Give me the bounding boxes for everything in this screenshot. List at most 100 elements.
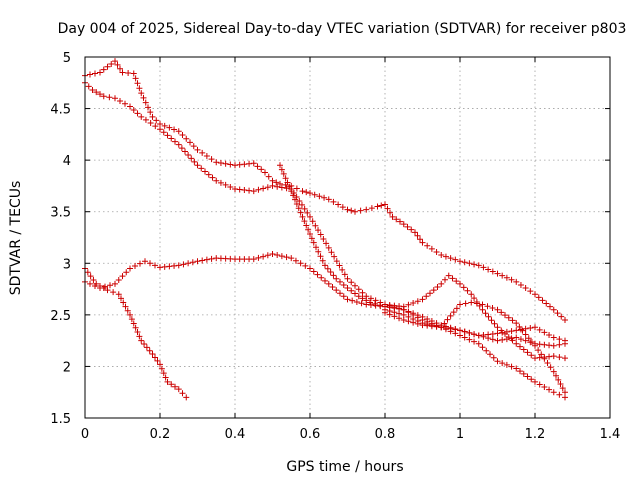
data-point xyxy=(447,325,454,332)
data-point xyxy=(485,313,492,320)
data-point xyxy=(414,298,421,305)
data-point xyxy=(372,300,378,307)
data-point xyxy=(114,61,121,68)
series-sat-a xyxy=(82,58,568,324)
data-point xyxy=(499,272,506,279)
data-point xyxy=(348,207,355,214)
data-point xyxy=(553,372,559,379)
data-point xyxy=(330,272,337,279)
data-point xyxy=(134,80,141,87)
data-point xyxy=(499,329,506,336)
data-point xyxy=(557,380,564,387)
data-point xyxy=(194,146,201,153)
data-point xyxy=(452,256,459,263)
data-point xyxy=(352,208,358,215)
data-point xyxy=(363,206,370,213)
data-point xyxy=(269,177,276,184)
data-point xyxy=(438,280,445,287)
data-point xyxy=(400,221,407,228)
data-point xyxy=(494,358,501,365)
data-point xyxy=(182,148,188,155)
data-point xyxy=(89,87,96,94)
data-point xyxy=(90,277,97,284)
data-point xyxy=(308,235,315,242)
data-point xyxy=(414,312,421,319)
data-point xyxy=(384,205,391,212)
data-point xyxy=(517,281,524,288)
data-point xyxy=(558,313,565,320)
data-point xyxy=(333,258,340,265)
data-point xyxy=(528,376,535,383)
data-point xyxy=(307,213,313,220)
data-point xyxy=(325,280,332,287)
data-point xyxy=(555,376,562,383)
data-point xyxy=(217,179,224,186)
data-point xyxy=(205,171,212,178)
data-point xyxy=(250,188,257,195)
data-point xyxy=(433,248,440,255)
data-point xyxy=(438,324,445,331)
y-axis-title: SDTVAR / TECUs xyxy=(8,181,24,296)
data-point xyxy=(378,202,385,209)
data-point xyxy=(457,280,463,287)
data-point xyxy=(130,106,137,113)
data-point xyxy=(550,334,557,341)
data-point xyxy=(100,285,107,292)
data-point xyxy=(142,99,149,106)
data-point xyxy=(333,275,340,282)
data-point xyxy=(136,85,143,92)
data-point xyxy=(442,325,449,332)
data-point xyxy=(325,196,332,203)
data-point xyxy=(556,391,563,398)
data-point xyxy=(303,189,310,196)
data-point xyxy=(190,143,197,150)
data-point xyxy=(172,138,178,145)
data-point xyxy=(119,69,126,76)
data-point xyxy=(277,180,283,187)
data-point xyxy=(442,253,449,260)
data-point xyxy=(434,284,441,291)
x-tick-label: 0.8 xyxy=(375,427,396,442)
data-point xyxy=(297,209,304,216)
data-point xyxy=(260,253,267,260)
data-point xyxy=(393,216,400,223)
data-points xyxy=(82,58,568,401)
data-point xyxy=(307,231,313,238)
data-point xyxy=(461,328,468,335)
data-point xyxy=(562,337,568,344)
data-point xyxy=(494,270,501,277)
data-point xyxy=(532,342,538,349)
data-point xyxy=(509,337,516,344)
data-point xyxy=(127,265,133,272)
data-point xyxy=(522,285,529,292)
data-point xyxy=(522,325,529,332)
data-point xyxy=(250,256,257,263)
data-point xyxy=(232,186,238,193)
data-point xyxy=(541,384,548,391)
data-point xyxy=(208,255,215,262)
data-point xyxy=(352,282,358,289)
data-point xyxy=(301,218,308,225)
data-point xyxy=(149,113,156,120)
data-point xyxy=(502,312,508,319)
data-point xyxy=(424,315,431,322)
data-point xyxy=(142,116,149,123)
data-point xyxy=(299,188,306,195)
data-point xyxy=(322,277,328,284)
data-point xyxy=(319,257,326,264)
data-point xyxy=(414,318,421,325)
data-point xyxy=(120,299,127,306)
data-point xyxy=(175,262,182,269)
data-point xyxy=(353,298,360,305)
data-point xyxy=(222,181,229,188)
data-point xyxy=(295,205,302,212)
data-point xyxy=(307,190,313,197)
data-point xyxy=(536,381,543,388)
data-point xyxy=(122,100,128,107)
data-point xyxy=(405,301,412,308)
data-point xyxy=(283,254,290,261)
data-point xyxy=(339,204,346,211)
data-point xyxy=(137,260,143,267)
series-sat-b xyxy=(82,79,568,401)
data-point xyxy=(539,297,546,304)
